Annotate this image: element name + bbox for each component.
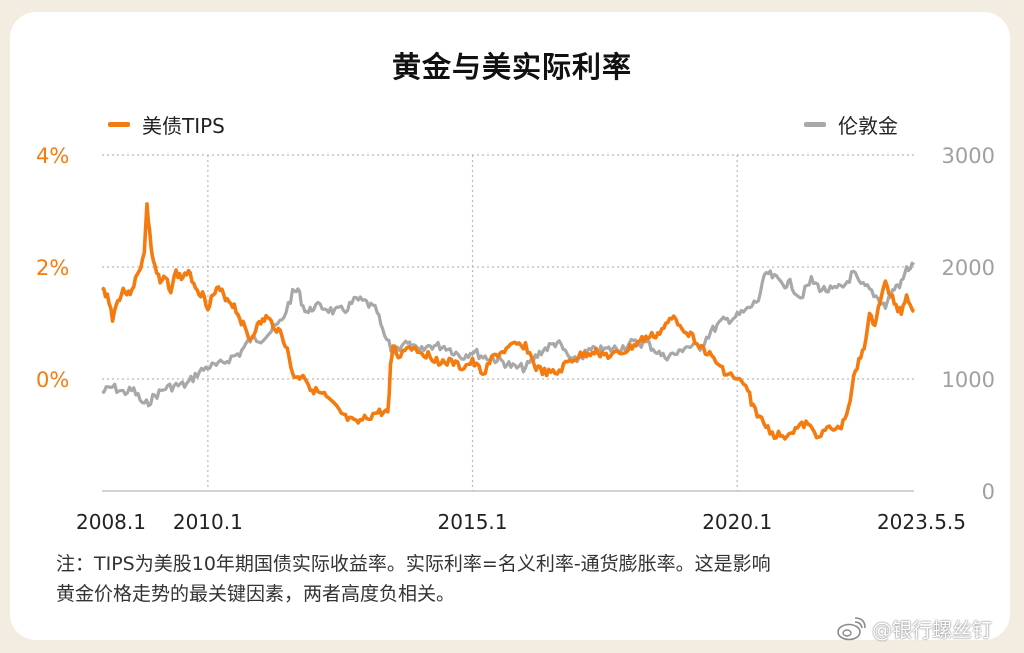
watermark-text: @银行螺丝钉 (872, 618, 992, 642)
note-line-1: 注：TIPS为美股10年期国债实际收益率。实际利率=名义利率-通货膨胀率。这是影… (56, 553, 771, 575)
legend-label-tips: 美债TIPS (142, 114, 225, 138)
x-tick-label: 2015.1 (438, 510, 508, 534)
chart-title: 黄金与美实际利率 (385, 44, 639, 86)
watermark: @银行螺丝钉 (836, 614, 992, 643)
legend-item-tips: 美债TIPS (108, 110, 225, 139)
x-tick-label: 2020.1 (702, 510, 772, 534)
note-line-2: 黄金价格走势的最关键因素，两者高度负相关。 (56, 583, 456, 605)
legend-swatch-gold (804, 122, 826, 127)
y-left-tick-label: 2% (36, 256, 69, 280)
chart-card (10, 12, 1010, 640)
x-tick-label: 2010.1 (173, 510, 243, 534)
x-tick-label: 2023.5.5 (877, 510, 966, 534)
weibo-icon (837, 616, 866, 640)
y-right-tick-label: 0 (982, 480, 995, 504)
x-tick-label: 2008.1 (76, 510, 146, 534)
y-right-tick-label: 2000 (942, 256, 995, 280)
legend-swatch-tips (108, 122, 130, 127)
y-left-tick-label: 0% (36, 368, 69, 392)
legend-label-gold: 伦敦金 (838, 114, 898, 138)
chart-note: 注：TIPS为美股10年期国债实际收益率。实际利率=名义利率-通货膨胀率。这是影… (56, 549, 976, 609)
series-line-tips (101, 202, 916, 441)
y-right-tick-label: 1000 (942, 368, 995, 392)
series-line-gold (101, 261, 916, 408)
y-right-tick-label: 3000 (942, 144, 995, 168)
legend-item-gold: 伦敦金 (804, 110, 898, 139)
y-left-tick-label: 4% (36, 144, 69, 168)
